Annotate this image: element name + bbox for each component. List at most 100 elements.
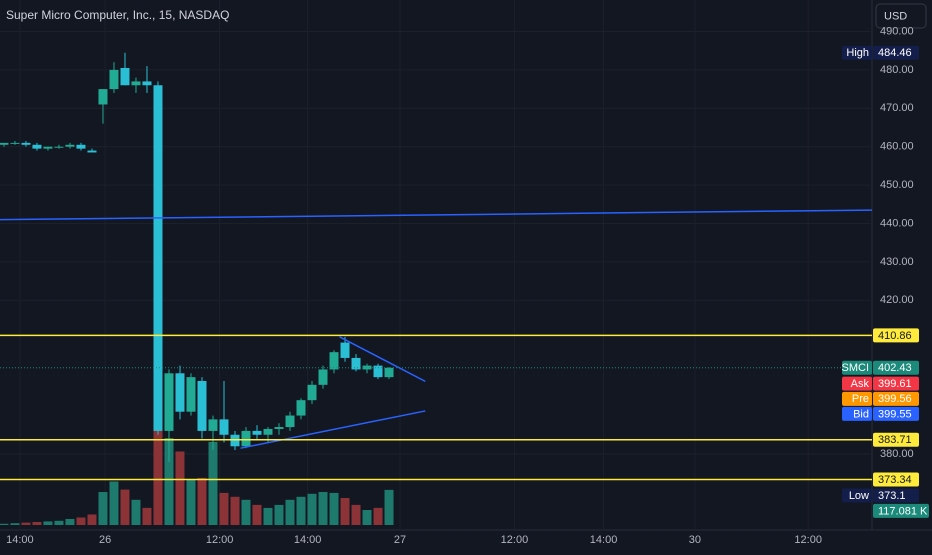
y-tick-label: 380.00: [880, 448, 914, 460]
badge-value-bg: [873, 376, 919, 391]
currency[interactable]: USD: [884, 10, 907, 22]
volume-bar: [32, 522, 42, 525]
badge-name-bg: [842, 488, 872, 503]
candle-body: [296, 400, 306, 416]
currency-button[interactable]: [875, 3, 927, 29]
x-tick-label: 12:00: [794, 534, 822, 546]
volume-bar: [142, 507, 152, 525]
badge-name: Low: [849, 490, 869, 502]
level-badge: [873, 328, 919, 343]
badge-name-bg: [842, 376, 872, 391]
y-tick-label: 420.00: [880, 294, 914, 306]
y-tick-label: 460.00: [880, 141, 914, 153]
volume-bar: [76, 517, 86, 525]
candle-body: [98, 89, 108, 105]
badge-value-bg: [873, 488, 919, 503]
badge-value: 484.46: [878, 47, 912, 59]
volume-bar: [307, 493, 317, 525]
volume-bar: [43, 521, 53, 525]
candle-body: [340, 342, 350, 358]
grid: [0, 0, 872, 530]
y-tick-label: 440.00: [880, 217, 914, 229]
volume-bar: [54, 520, 64, 525]
candle-body: [32, 144, 42, 149]
badge-value-bg: [873, 360, 919, 375]
level-label: 383.71: [878, 434, 912, 446]
candle-body: [263, 428, 273, 435]
volume-bar: [21, 522, 31, 525]
x-tick-label: 14:00: [6, 534, 34, 546]
volume-badge-label: 117.081 K: [878, 505, 928, 517]
volume-bar: [10, 523, 20, 525]
volume-bar: [351, 504, 361, 525]
badge-value-bg: [873, 45, 919, 60]
x-tick-label: 30: [689, 534, 701, 546]
candle-body: [142, 81, 152, 86]
volume-bar: [230, 496, 240, 525]
candle-body: [362, 365, 372, 370]
x-tick-label: 12:00: [206, 534, 234, 546]
volume-bar: [87, 514, 97, 525]
volume-bar: [0, 523, 9, 525]
badge-name: High: [846, 47, 869, 59]
volume-bar: [340, 498, 350, 525]
candle-body: [329, 352, 339, 370]
badge-value: 399.61: [878, 378, 912, 390]
volume-bar: [208, 441, 218, 525]
badge-name: Pre: [852, 393, 869, 405]
badge-value: 402.43: [878, 362, 912, 374]
volume-bar: [252, 504, 262, 525]
x-tick-label: 12:00: [501, 534, 529, 546]
trend-line: [339, 336, 426, 383]
badge-value: 373.1: [878, 490, 906, 502]
y-tick-label: 430.00: [880, 256, 914, 268]
candle-body: [0, 142, 9, 145]
candle-body: [21, 142, 31, 145]
candle-body: [384, 367, 394, 378]
volume-badge: [873, 503, 929, 518]
level-badge: [873, 432, 919, 447]
candle-body: [252, 430, 262, 435]
candle-body: [131, 81, 141, 86]
y-tick-label: 450.00: [880, 179, 914, 191]
y-tick-label: 480.00: [880, 64, 914, 76]
candle-body: [175, 373, 185, 412]
y-tick-label: 490.00: [880, 25, 914, 37]
badge-value-bg: [873, 406, 919, 421]
y-tick-label: 470.00: [880, 102, 914, 114]
x-tick-label: 14:00: [590, 534, 618, 546]
volume-bar: [373, 507, 383, 525]
x-tick-label: 14:00: [294, 534, 322, 546]
volume-bar: [153, 403, 163, 525]
badge-name: Bid: [853, 408, 869, 420]
volume-bar: [164, 438, 174, 525]
level-label: 410.86: [878, 330, 912, 342]
candle-body: [153, 85, 163, 431]
volume-bar: [384, 489, 394, 525]
badge-name-bg: [842, 45, 872, 60]
candle-body: [120, 67, 130, 86]
overlay-layer: [0, 209, 873, 481]
candle-body: [10, 142, 20, 144]
volume-bar: [109, 481, 119, 525]
volume-bar: [274, 504, 284, 525]
candle-body: [208, 419, 218, 431]
volume-bar: [197, 477, 207, 525]
trend-line: [0, 209, 873, 221]
chart-title: Super Micro Computer, Inc., 15, NASDAQ: [6, 8, 229, 22]
candle-body: [76, 144, 86, 149]
candle-body: [164, 373, 174, 431]
candle-body: [43, 146, 53, 149]
volume-bar: [219, 492, 229, 525]
volume-bar: [318, 492, 328, 525]
level-label: 373.34: [878, 474, 912, 486]
volume-bar: [362, 510, 372, 525]
badge-value: 399.56: [878, 393, 912, 405]
x-tick-label: 26: [99, 534, 111, 546]
candle-body: [307, 384, 317, 401]
badge-name-bg: [842, 391, 872, 406]
volume-bar: [285, 499, 295, 525]
candle-body: [241, 430, 251, 447]
candle-body: [109, 69, 119, 90]
